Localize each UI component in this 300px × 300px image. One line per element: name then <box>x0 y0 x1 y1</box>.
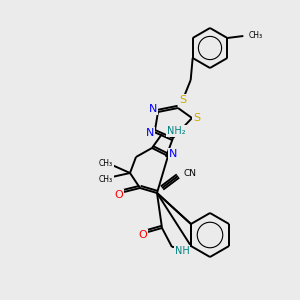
Text: O: O <box>139 230 147 240</box>
Text: N: N <box>146 128 154 138</box>
Text: N: N <box>149 104 157 114</box>
Text: N: N <box>169 149 177 159</box>
Text: O: O <box>115 190 123 200</box>
Text: NH: NH <box>175 246 189 256</box>
Text: CN: CN <box>184 169 197 178</box>
Text: CH₃: CH₃ <box>99 158 113 167</box>
Text: S: S <box>179 95 186 105</box>
Text: CH₃: CH₃ <box>99 175 113 184</box>
Text: CH₃: CH₃ <box>248 31 262 40</box>
Text: NH₂: NH₂ <box>167 126 186 136</box>
Text: S: S <box>194 113 201 123</box>
